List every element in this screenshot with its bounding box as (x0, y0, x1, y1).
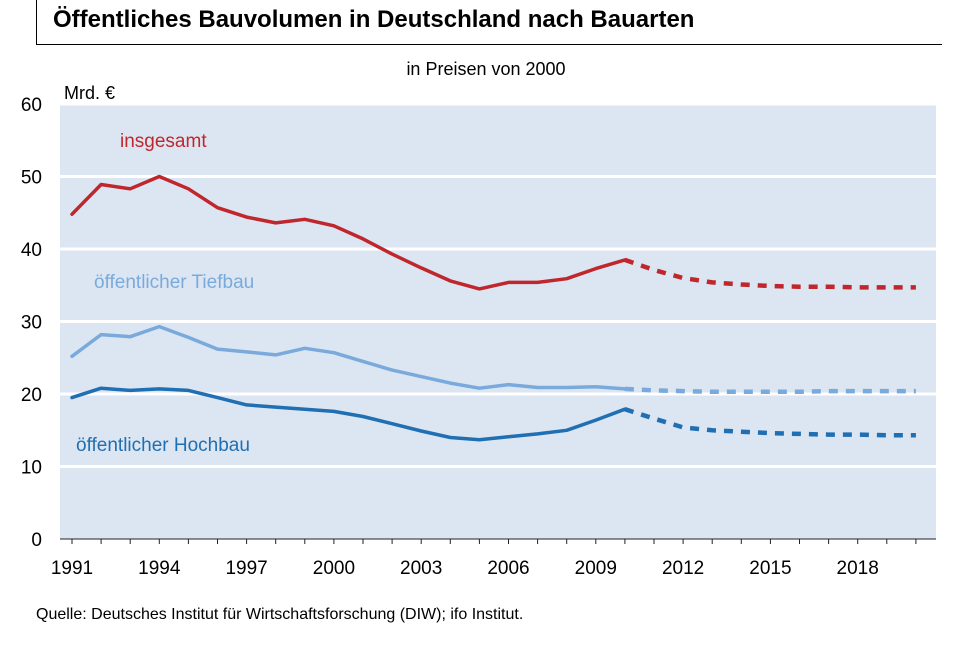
axes (60, 538, 936, 544)
y-tick-label: 50 (21, 168, 42, 189)
y-tick-label: 0 (31, 530, 42, 551)
series-label: insgesamt (120, 131, 207, 152)
series-line-öffentlicher-hochbau (70, 386, 627, 442)
x-tick-label: 2015 (749, 558, 791, 579)
chart-title: Öffentliches Bauvolumen in Deutschland n… (53, 6, 695, 33)
x-tick-label: 1997 (225, 558, 267, 579)
series-lines (70, 174, 916, 442)
x-tick-label: 2003 (400, 558, 442, 579)
series-line-insgesamt (70, 174, 627, 291)
x-tick-labels: 1991 1994 1997 2000 2003 2006 2009 2012 2015 2018 (51, 558, 879, 579)
x-tick-label: 2000 (313, 558, 355, 579)
title-bar: Öffentliches Bauvolumen in Deutschland n… (36, 0, 942, 45)
y-axis-label: Mrd. € (64, 83, 115, 103)
series-labels: insgesamt öffentlicher Tiefbau öffentliche… (76, 131, 254, 456)
series-forecast-line-insgesamt (624, 257, 916, 290)
y-tick-labels: 0 10 20 30 40 50 60 (21, 95, 42, 551)
x-tick-label: 1991 (51, 558, 93, 579)
series-label: öffentlicher Tiefbau (94, 272, 254, 293)
x-tick-label: 2006 (487, 558, 529, 579)
series-forecast-line-öffentlicher-hochbau (624, 407, 916, 438)
series-label: öffentlicher Hochbau (76, 435, 250, 456)
y-tick-label: 60 (21, 95, 42, 116)
series-forecast-line-öffentlicher-tiefbau (624, 386, 916, 395)
series-line-öffentlicher-tiefbau (70, 324, 627, 391)
line-chart: in Preisen von 2000 Mrd. € 0 10 20 30 40 50 60… (21, 59, 936, 579)
x-tick-label: 1994 (138, 558, 181, 579)
source-note: Quelle: Deutsches Institut für Wirtschaf… (36, 606, 524, 623)
grid-lines (60, 102, 936, 468)
y-tick-label: 40 (21, 240, 42, 261)
y-tick-label: 10 (21, 458, 42, 479)
y-tick-label: 20 (21, 385, 42, 406)
x-tick-label: 2012 (662, 558, 704, 579)
x-tick-label: 2009 (575, 558, 617, 579)
chart-subtitle: in Preisen von 2000 (406, 59, 565, 79)
x-tick-label: 2018 (837, 558, 879, 579)
y-tick-label: 30 (21, 313, 42, 334)
